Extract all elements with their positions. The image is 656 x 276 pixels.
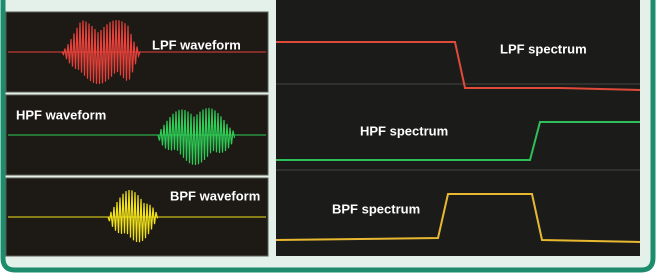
spectrum-panel [276, 0, 640, 256]
spectrum-label: HPF spectrum [360, 123, 448, 138]
page: {"waveforms": ["LPF waveform", "HPF wave… [0, 0, 656, 276]
waveform-label: LPF waveform [152, 37, 241, 52]
figure: LPF waveform HPF waveform BPF waveform L… [0, 0, 656, 276]
waveform-label: HPF waveform [16, 107, 106, 122]
spectrum-screen [276, 0, 640, 256]
waveform-label: BPF waveform [170, 188, 260, 203]
spectrum-label: LPF spectrum [500, 41, 587, 56]
spectrum-label: BPF spectrum [332, 201, 420, 216]
